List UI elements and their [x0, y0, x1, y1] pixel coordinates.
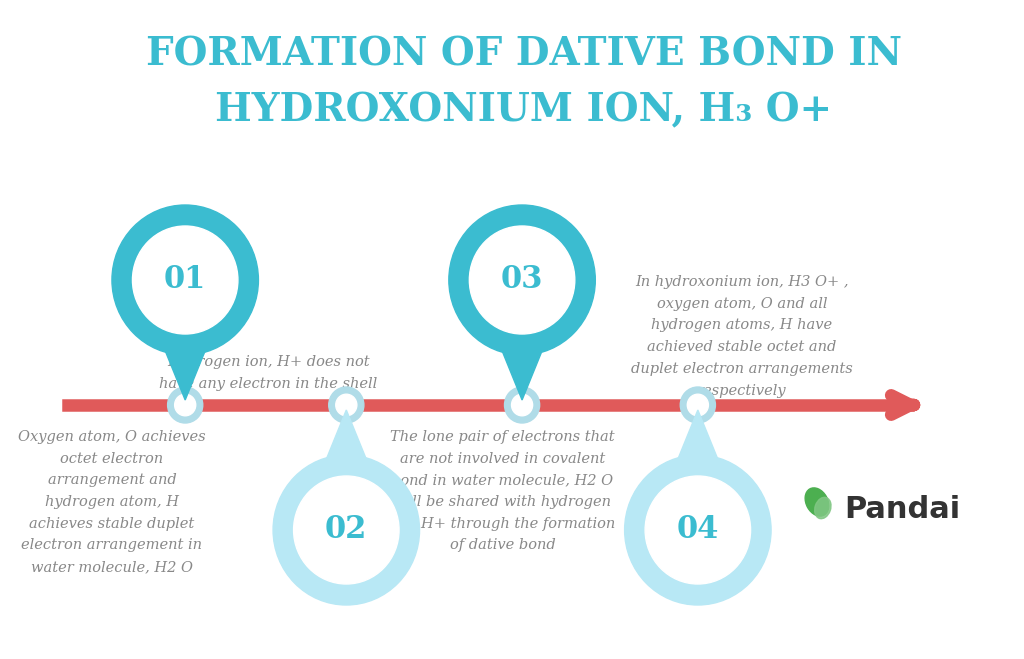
Text: 03: 03: [501, 264, 544, 295]
Circle shape: [505, 387, 540, 423]
Text: Pandai: Pandai: [845, 496, 961, 525]
Circle shape: [294, 476, 399, 584]
Polygon shape: [659, 410, 736, 503]
Text: HYDROXONIUM ION, H₃ O+: HYDROXONIUM ION, H₃ O+: [215, 91, 833, 129]
Polygon shape: [484, 306, 560, 400]
Circle shape: [625, 455, 771, 605]
Circle shape: [687, 394, 709, 416]
Circle shape: [132, 226, 238, 334]
Circle shape: [168, 387, 203, 423]
Text: 02: 02: [326, 515, 368, 546]
Text: In hydroxonium ion, H3 O+ ,
oxygen atom, O and all
hydrogen atoms, H have
achiev: In hydroxonium ion, H3 O+ , oxygen atom,…: [631, 275, 853, 397]
Circle shape: [336, 394, 356, 416]
Text: 01: 01: [164, 264, 206, 295]
Ellipse shape: [815, 498, 831, 519]
Text: FORMATION OF DATIVE BOND IN: FORMATION OF DATIVE BOND IN: [146, 36, 902, 74]
Circle shape: [273, 455, 420, 605]
Circle shape: [680, 387, 716, 423]
Circle shape: [175, 394, 196, 416]
Text: 04: 04: [677, 515, 719, 546]
Text: Hydrogen ion, H+ does not
have any electron in the shell: Hydrogen ion, H+ does not have any elect…: [159, 355, 377, 391]
Polygon shape: [308, 410, 384, 503]
Circle shape: [469, 226, 574, 334]
Circle shape: [512, 394, 532, 416]
Text: The lone pair of electrons that
are not involved in covalent
bond in water molec: The lone pair of electrons that are not …: [389, 430, 615, 552]
Circle shape: [449, 205, 595, 355]
Text: Oxygen atom, O achieves
octet electron
arrangement and
hydrogen atom, H
achieves: Oxygen atom, O achieves octet electron a…: [18, 430, 206, 574]
Circle shape: [329, 387, 364, 423]
Polygon shape: [147, 306, 223, 400]
Circle shape: [645, 476, 751, 584]
Circle shape: [112, 205, 258, 355]
Ellipse shape: [805, 488, 828, 516]
